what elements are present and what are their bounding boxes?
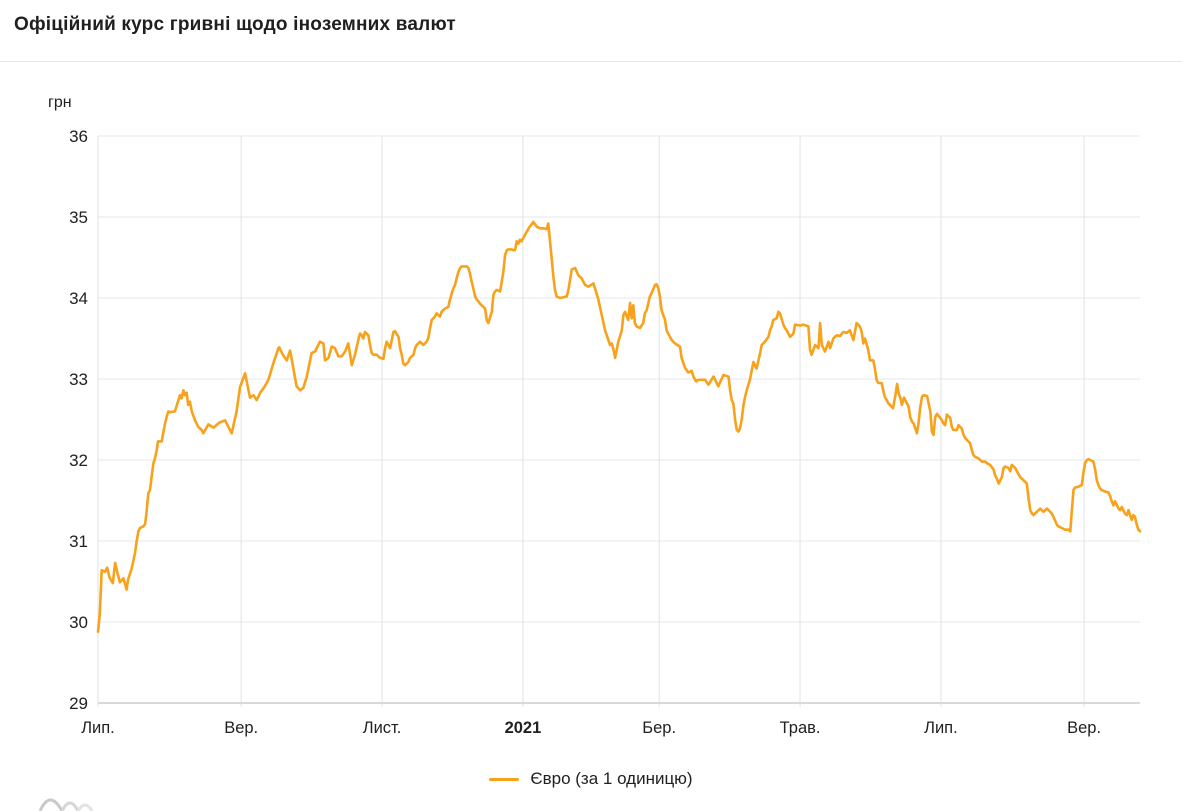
- x-axis-tick-label: Вер.: [224, 719, 258, 737]
- x-axis-tick-label: 2021: [505, 719, 542, 737]
- euro-rate-line: [96, 220, 1142, 634]
- y-axis-tick-label: 32: [69, 451, 88, 470]
- legend-item-euro[interactable]: Євро (за 1 одиницю): [489, 769, 693, 789]
- y-axis-tick-label: 31: [69, 532, 88, 551]
- x-axis-tick-label: Трав.: [780, 719, 821, 737]
- legend-line-swatch: [489, 777, 520, 781]
- x-axis-tick-label: Лип.: [81, 719, 115, 737]
- x-axis-tick-label: Лист.: [363, 719, 402, 737]
- y-axis-tick-label: 29: [69, 694, 88, 713]
- x-axis-tick-label: Бер.: [642, 719, 676, 737]
- chart-plot-area[interactable]: [98, 136, 1140, 703]
- page-title: Офіційний курс гривні щодо іноземних вал…: [14, 14, 456, 35]
- y-axis-tick-label: 35: [69, 208, 88, 227]
- widget-header: Офіційний курс гривні щодо іноземних вал…: [0, 0, 1182, 62]
- site-logo-watermark: [38, 797, 108, 811]
- y-axis-tick-label: 36: [69, 127, 88, 146]
- x-axis-tick-label: Лип.: [924, 719, 958, 737]
- y-axis-tick-label: 33: [69, 370, 88, 389]
- y-axis-unit-label: грн: [48, 94, 72, 111]
- y-axis-tick-label: 30: [69, 613, 88, 632]
- y-axis-tick-label: 34: [69, 289, 88, 308]
- x-axis-tick-label: Вер.: [1067, 719, 1101, 737]
- legend-label: Євро (за 1 одиницю): [530, 769, 693, 788]
- chart-legend: Євро (за 1 одиницю): [0, 764, 1182, 794]
